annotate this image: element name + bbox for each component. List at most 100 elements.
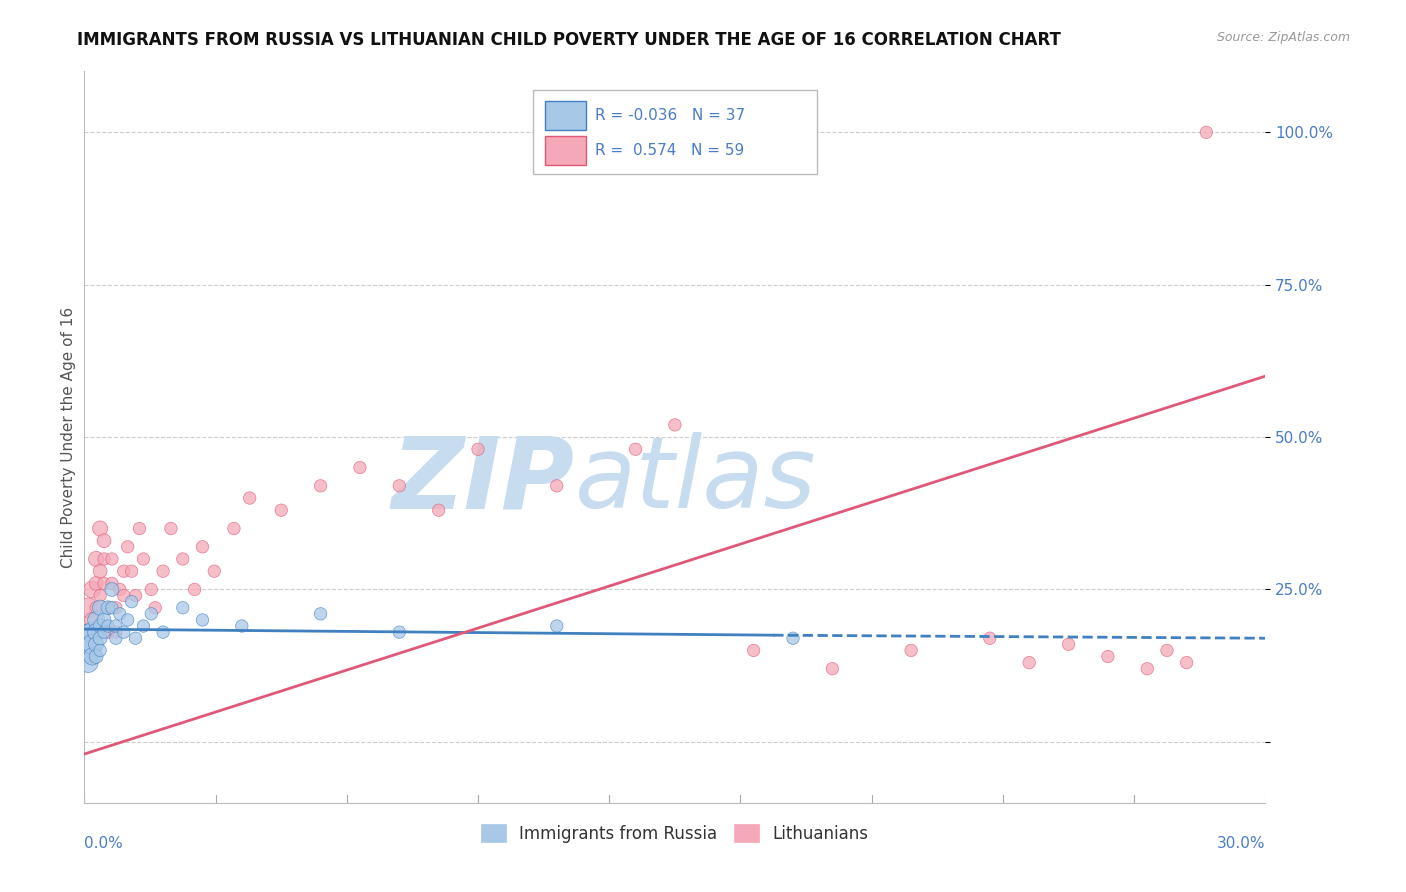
Point — [117, 613, 139, 627]
Y-axis label: Child Poverty Under the Age of 16: Child Poverty Under the Age of 16 — [60, 307, 76, 567]
Point — [101, 552, 124, 566]
Point — [124, 589, 146, 603]
Legend: Immigrants from Russia, Lithuanians: Immigrants from Russia, Lithuanians — [474, 818, 876, 849]
FancyBboxPatch shape — [546, 136, 586, 165]
Text: 0.0%: 0.0% — [84, 837, 124, 851]
Point — [89, 632, 111, 646]
Point — [128, 521, 150, 535]
Point — [77, 632, 100, 646]
Point — [664, 417, 686, 432]
Point — [309, 479, 332, 493]
Text: atlas: atlas — [575, 433, 815, 530]
Point — [979, 632, 1001, 646]
Point — [124, 632, 146, 646]
Point — [93, 613, 115, 627]
Point — [93, 533, 115, 548]
Point — [141, 607, 163, 621]
Point — [546, 619, 568, 633]
Text: R =  0.574   N = 59: R = 0.574 N = 59 — [595, 143, 744, 158]
Point — [270, 503, 292, 517]
Point — [112, 625, 135, 640]
Point — [1175, 656, 1198, 670]
Point — [89, 600, 111, 615]
Point — [93, 552, 115, 566]
Point — [84, 625, 107, 640]
Point — [821, 662, 844, 676]
Point — [84, 649, 107, 664]
Point — [84, 576, 107, 591]
Point — [89, 564, 111, 578]
Point — [112, 589, 135, 603]
Point — [101, 582, 124, 597]
Point — [97, 619, 120, 633]
Point — [1136, 662, 1159, 676]
Point — [388, 625, 411, 640]
Point — [172, 552, 194, 566]
Point — [160, 521, 183, 535]
Point — [112, 564, 135, 578]
Point — [239, 491, 262, 505]
Point — [1156, 643, 1178, 657]
Point — [624, 442, 647, 457]
Text: R = -0.036   N = 37: R = -0.036 N = 37 — [595, 108, 745, 123]
Point — [1097, 649, 1119, 664]
Point — [349, 460, 371, 475]
Point — [121, 564, 143, 578]
Point — [82, 582, 104, 597]
Point — [121, 594, 143, 608]
Point — [89, 619, 111, 633]
FancyBboxPatch shape — [533, 90, 817, 174]
Point — [97, 600, 120, 615]
Point — [93, 576, 115, 591]
Point — [101, 600, 124, 615]
Point — [82, 625, 104, 640]
Point — [108, 582, 131, 597]
Point — [84, 600, 107, 615]
FancyBboxPatch shape — [546, 101, 586, 130]
Point — [101, 576, 124, 591]
Point — [89, 643, 111, 657]
Point — [77, 656, 100, 670]
Point — [82, 632, 104, 646]
Point — [222, 521, 245, 535]
Point — [77, 625, 100, 640]
Point — [388, 479, 411, 493]
Point — [84, 552, 107, 566]
Point — [89, 521, 111, 535]
Point — [309, 607, 332, 621]
Point — [141, 582, 163, 597]
Point — [172, 600, 194, 615]
Point — [84, 637, 107, 651]
Point — [132, 552, 155, 566]
Text: ZIP: ZIP — [391, 433, 575, 530]
Point — [77, 600, 100, 615]
Point — [1195, 125, 1218, 139]
Point — [104, 625, 127, 640]
Point — [82, 613, 104, 627]
Point — [467, 442, 489, 457]
Point — [152, 625, 174, 640]
Point — [231, 619, 253, 633]
Point — [427, 503, 450, 517]
Point — [742, 643, 765, 657]
Point — [900, 643, 922, 657]
Point — [82, 649, 104, 664]
Text: 30.0%: 30.0% — [1218, 837, 1265, 851]
Point — [546, 479, 568, 493]
Point — [93, 625, 115, 640]
Point — [108, 607, 131, 621]
Point — [77, 643, 100, 657]
Point — [104, 600, 127, 615]
Point — [82, 637, 104, 651]
Point — [782, 632, 804, 646]
Point — [191, 540, 214, 554]
Point — [104, 632, 127, 646]
Point — [84, 613, 107, 627]
Point — [117, 540, 139, 554]
Point — [97, 600, 120, 615]
Point — [97, 625, 120, 640]
Point — [143, 600, 166, 615]
Point — [191, 613, 214, 627]
Text: Source: ZipAtlas.com: Source: ZipAtlas.com — [1216, 31, 1350, 45]
Point — [132, 619, 155, 633]
